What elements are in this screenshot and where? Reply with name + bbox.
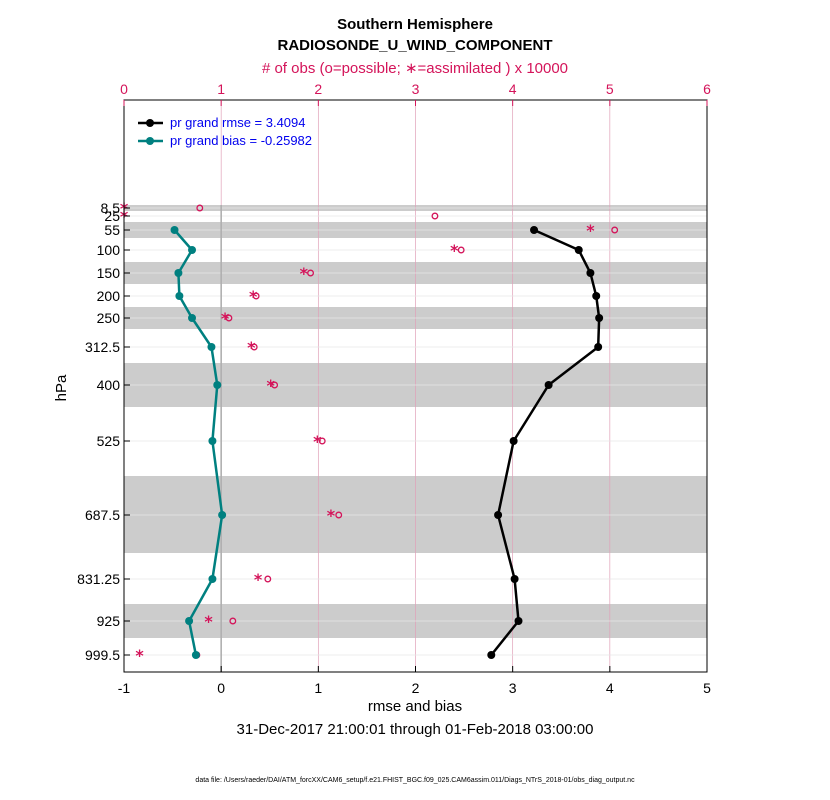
top-tick-label: 2: [314, 81, 322, 97]
obs-assimilated-marker: *: [586, 221, 595, 240]
footnote: data file: /Users/raeder/DAI/ATM_forcXX/…: [195, 777, 635, 784]
y-tick-label: 100: [97, 242, 121, 258]
x-axis-label: rmse and bias: [368, 698, 462, 715]
series-point-1: [170, 226, 179, 234]
legend-bias-marker: [146, 137, 154, 145]
chart-subtitle: RADIOSONDE_U_WIND_COMPONENT: [277, 37, 552, 54]
x-tick-label: 3: [509, 680, 517, 696]
series-point-1: [175, 292, 184, 300]
obs-assimilated-marker: *: [327, 506, 336, 525]
obs-possible-marker: [307, 269, 315, 277]
series-point-1: [208, 437, 217, 445]
series-point-1: [218, 511, 227, 519]
y-tick-label: 831.25: [77, 571, 120, 587]
series-point-0: [510, 575, 519, 583]
obs-possible-marker: [229, 617, 237, 625]
legend-rmse-text: pr grand rmse = 3.4094: [170, 115, 306, 130]
x-tick-label: 1: [314, 680, 322, 696]
series-point-0: [514, 617, 523, 625]
top-tick-label: 3: [412, 81, 420, 97]
series-point-0: [494, 511, 503, 519]
x-tick-label: -1: [118, 680, 131, 696]
series-point-0: [595, 314, 604, 322]
chart-title: Southern Hemisphere: [337, 16, 493, 33]
series-point-1: [208, 575, 217, 583]
series-line-1: [173, 229, 224, 656]
y-tick-label: 925: [97, 613, 121, 629]
obs-assimilated-marker: *: [300, 264, 309, 283]
obs-possible-marker: [318, 437, 326, 445]
obs-possible-marker: [335, 511, 343, 519]
obs-possible-marker: [264, 575, 272, 583]
obs-possible-marker: [457, 246, 465, 254]
legend: pr grand rmse = 3.4094 pr grand bias = -…: [138, 115, 312, 148]
y-tick-label: 525: [97, 433, 121, 449]
legend-rmse-marker: [146, 119, 154, 127]
series-point-1: [191, 651, 200, 659]
top-tick-label: 4: [509, 81, 517, 97]
obs-assimilated-marker: *: [249, 287, 258, 306]
obs-assimilated-marker: *: [204, 612, 213, 631]
y-tick-label: 400: [97, 377, 121, 393]
x-tick-label: 0: [217, 680, 225, 696]
obs-assimilated-marker: *: [247, 338, 256, 357]
y-tick-label: 687.5: [85, 507, 120, 523]
series-point-1: [188, 314, 197, 322]
obs-possible-marker: [225, 314, 233, 322]
obs-assimilated-marker: *: [221, 309, 230, 328]
series-point-0: [592, 292, 601, 300]
date-range: 31-Dec-2017 21:00:01 through 01-Feb-2018…: [237, 721, 594, 738]
obs-assimilated-marker: *: [135, 646, 144, 665]
obs-assimilated-marker: *: [313, 432, 322, 451]
top-tick-label: 5: [606, 81, 614, 97]
obs-assimilated-marker: *: [254, 570, 263, 589]
obs-assimilated-marker: *: [267, 376, 276, 395]
top-tick-label: 6: [703, 81, 711, 97]
top-axis-label: # of obs (o=possible; ∗=assimilated ) x …: [262, 60, 568, 77]
top-tick-label: 1: [217, 81, 225, 97]
series-point-0: [530, 226, 539, 234]
y-tick-label: 25: [104, 208, 120, 224]
y-tick-label: 999.5: [85, 647, 120, 663]
x-tick-label: 4: [606, 680, 614, 696]
series-point-0: [594, 343, 603, 351]
y-tick-label: 8.5: [101, 200, 121, 216]
y-tick-label: 250: [97, 310, 121, 326]
series-point-1: [174, 269, 183, 277]
obs-possible-marker: [196, 204, 204, 212]
obs-possible-marker: [271, 381, 279, 389]
y-tick-label: 150: [97, 265, 121, 281]
y-tick-label: 200: [97, 288, 121, 304]
series-point-0: [509, 437, 518, 445]
y-tick-label: 312.5: [85, 339, 120, 355]
series-point-1: [213, 381, 222, 389]
series-point-0: [487, 651, 496, 659]
obs-possible-marker: [611, 226, 619, 234]
series-point-1: [185, 617, 194, 625]
series-point-1: [188, 246, 197, 254]
series-point-1: [207, 343, 216, 351]
x-tick-label: 5: [703, 680, 711, 696]
obs-assimilated-marker: *: [450, 241, 459, 260]
y-tick-label: 55: [104, 222, 120, 238]
series-point-0: [544, 381, 553, 389]
series-lines: [170, 226, 604, 659]
top-tick-label: 0: [120, 81, 128, 97]
obs-possible-marker: [252, 292, 260, 300]
y-axis-label: hPa: [53, 374, 70, 401]
series-point-0: [574, 246, 583, 254]
obs-possible-marker: [431, 212, 439, 220]
x-tick-label: 2: [412, 680, 420, 696]
series-point-0: [586, 269, 595, 277]
series-line-0: [490, 228, 601, 656]
obs-possible-marker: [250, 343, 258, 351]
legend-bias-text: pr grand bias = -0.25982: [170, 133, 312, 148]
